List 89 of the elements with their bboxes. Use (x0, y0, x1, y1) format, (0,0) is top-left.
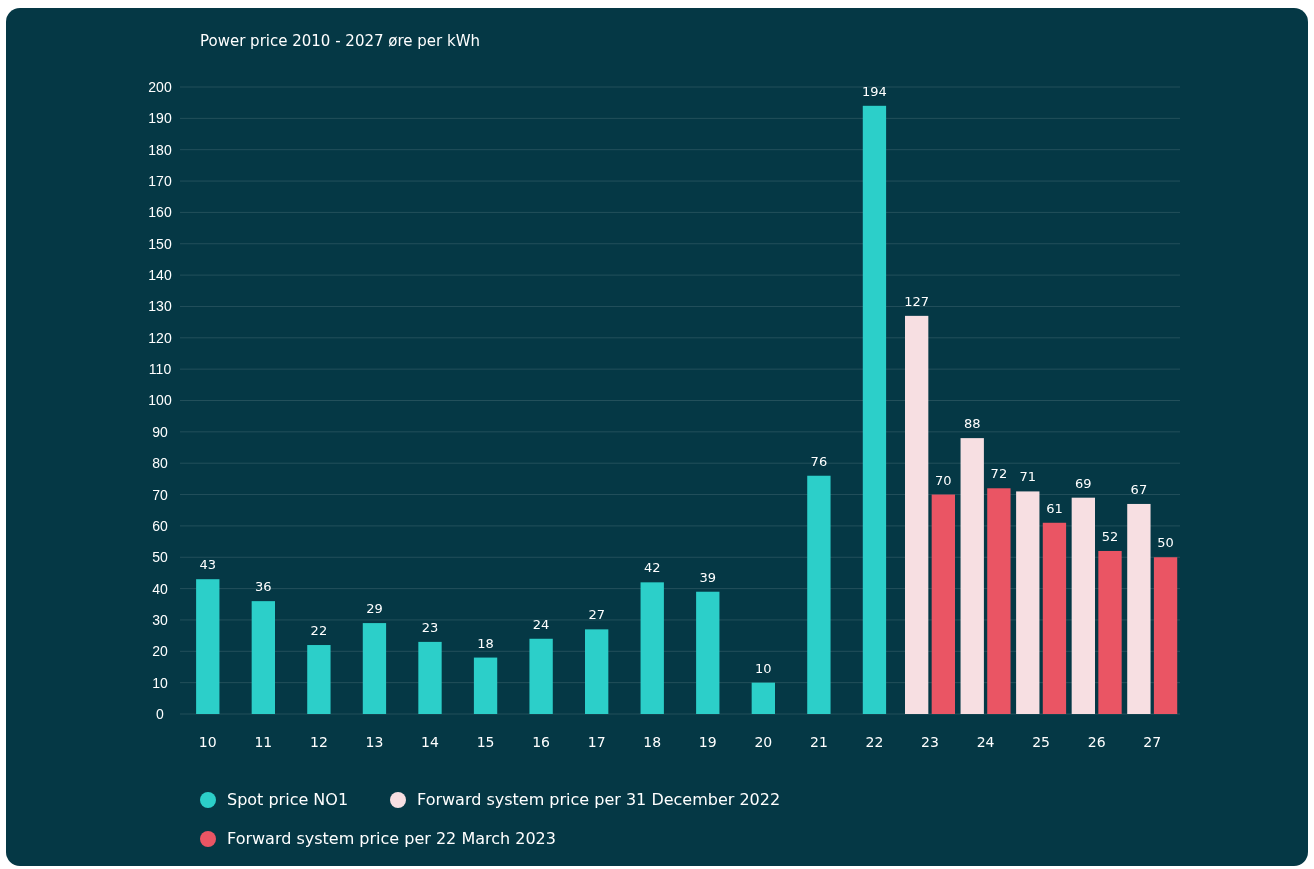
bar (862, 105, 887, 714)
x-tick-label: 24 (976, 734, 995, 750)
y-tick-label: 190 (148, 110, 172, 127)
bar (251, 601, 275, 714)
x-tick-label: 16 (532, 734, 551, 750)
y-tick-label: 150 (148, 235, 172, 252)
x-tick-label: 26 (1087, 734, 1106, 750)
bar (640, 582, 664, 714)
y-tick-label: 20 (152, 643, 168, 660)
bar (1127, 503, 1151, 714)
x-tick-label: 14 (421, 734, 439, 750)
bar (196, 579, 220, 714)
x-tick-label: 19 (698, 734, 717, 750)
y-tick-label: 90 (152, 423, 168, 440)
bar (529, 638, 553, 714)
data-label: 10 (755, 660, 772, 676)
y-tick-label: 10 (152, 674, 168, 691)
x-tick-label: 12 (309, 734, 328, 750)
data-label: 36 (255, 579, 272, 595)
x-tick-label: 17 (587, 734, 606, 750)
y-tick-label: 40 (152, 580, 168, 597)
data-label: 71 (1019, 469, 1037, 485)
x-tick-label: 10 (198, 734, 217, 750)
bar (418, 641, 442, 714)
y-tick-label: 120 (148, 329, 172, 346)
y-tick-label: 140 (148, 267, 172, 284)
x-tick-label: 22 (865, 734, 884, 750)
bar (362, 623, 387, 714)
bar (307, 645, 331, 714)
bar (1153, 557, 1178, 714)
data-label: 18 (477, 635, 494, 651)
bar (960, 438, 984, 714)
data-label: 69 (1075, 475, 1092, 491)
data-label: 23 (421, 619, 439, 635)
y-tick-label: 70 (152, 486, 168, 503)
bar (696, 591, 720, 714)
y-tick-label: 100 (148, 392, 172, 409)
y-tick-label: 200 (148, 78, 172, 95)
data-label: 72 (990, 466, 1008, 482)
data-label: 39 (699, 569, 717, 585)
legend-label: Spot price NO1 (227, 790, 349, 809)
bar (807, 475, 831, 714)
y-tick-label: 160 (148, 204, 172, 221)
y-tick-label: 0 (156, 705, 165, 722)
x-tick-label: 13 (365, 734, 384, 750)
chart-title: Power price 2010 - 2027 øre per kWh (200, 32, 481, 50)
x-tick-label: 18 (643, 734, 662, 750)
bar (1016, 491, 1040, 714)
legend-label: Forward system price per 22 March 2023 (227, 829, 556, 848)
y-tick-label: 170 (148, 173, 172, 190)
bar (1042, 522, 1067, 714)
data-label: 61 (1046, 500, 1063, 516)
data-label: 194 (862, 83, 887, 99)
bar (1071, 497, 1095, 714)
y-tick-label: 50 (152, 549, 168, 566)
bar (751, 682, 775, 714)
y-tick-label: 130 (148, 298, 172, 315)
legend-label: Forward system price per 31 December 2022 (417, 790, 781, 809)
bar (987, 488, 1011, 714)
x-tick-label: 11 (254, 734, 273, 750)
data-label: 24 (532, 616, 550, 632)
data-label: 76 (810, 453, 828, 469)
bar (931, 494, 955, 714)
data-label: 67 (1130, 481, 1148, 497)
x-tick-label: 23 (921, 734, 939, 750)
y-tick-label: 30 (152, 611, 168, 628)
data-label: 70 (935, 472, 952, 488)
bar (473, 657, 498, 714)
x-tick-label: 21 (809, 734, 828, 750)
data-label: 127 (904, 293, 930, 309)
data-label: 52 (1101, 528, 1119, 544)
data-label: 88 (963, 416, 981, 432)
data-label: 27 (588, 607, 605, 623)
x-tick-label: 25 (1032, 734, 1051, 750)
data-label: 42 (643, 560, 661, 576)
y-tick-label: 110 (148, 361, 172, 378)
x-tick-label: 15 (476, 734, 495, 750)
y-tick-label: 180 (148, 141, 172, 158)
bar (585, 629, 609, 714)
data-label: 29 (366, 601, 383, 617)
x-tick-label: 20 (754, 734, 773, 750)
bar (1098, 550, 1122, 714)
x-tick-label: 27 (1143, 734, 1162, 750)
data-label: 22 (310, 623, 328, 639)
data-label: 50 (1157, 535, 1174, 551)
y-tick-label: 80 (152, 455, 168, 472)
data-label: 43 (199, 557, 217, 573)
y-tick-label: 60 (152, 517, 168, 534)
bar (905, 315, 929, 714)
